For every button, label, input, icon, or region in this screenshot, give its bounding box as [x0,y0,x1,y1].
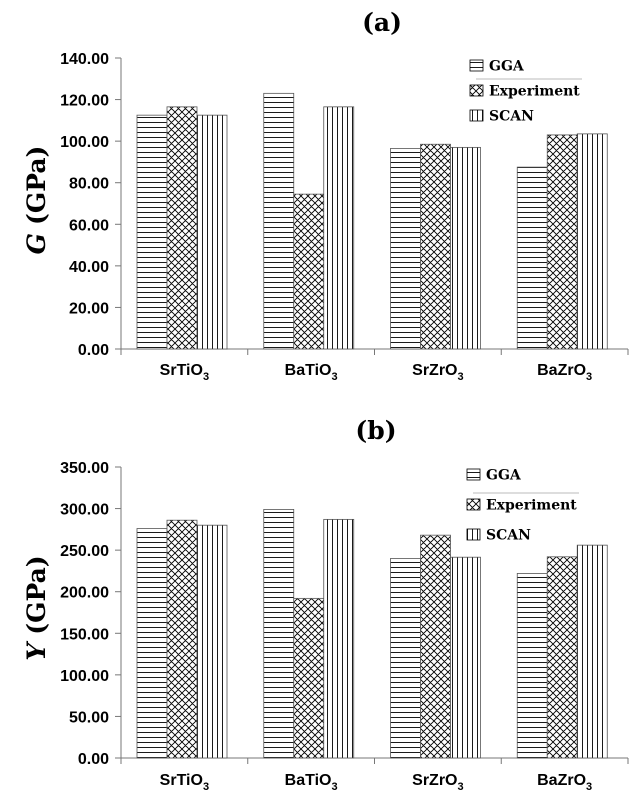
bar-gga-srzro3 [390,148,421,350]
chart-panel-a: (a) G (GPa) 0.00 20.00 40.00 60.00 80.00 100.00 1… [22,8,629,383]
legend-swatch-scan [469,109,484,122]
y-tick-label: 250.00 [60,543,109,560]
y-axis-symbol: G [22,233,51,254]
legend-swatch-experiment [469,84,484,97]
y-axis-unit: (GPa) [22,146,51,225]
x-tick-label: SrTiO3 [160,362,209,383]
x-tick-label-base: BaZrO [537,362,586,379]
legend-swatch-scan [466,528,481,541]
panel-label: (a) [362,8,402,37]
bar-gga-srtio3 [136,114,168,350]
legend-label-scan: SCAN [489,109,534,125]
bar-scan-srzro3 [450,556,481,759]
bar-experiment-srtio3 [166,519,198,759]
y-tick-label: 100.00 [60,668,109,685]
x-tick-label-base: SrTiO [160,362,203,379]
x-tick-label-base: SrZrO [412,362,457,379]
legend-label-experiment: Experiment [489,84,580,100]
x-tick-label-base: SrZrO [412,772,457,789]
bar-experiment-srtio3 [166,106,198,350]
chart-panel-b: (b) Y (GPa) 0.00 50.00 100.00 150.00 200.00 250.… [22,416,629,793]
legend-label-experiment: Experiment [486,498,577,514]
bar-gga-bazro3 [516,166,548,350]
legend-swatch-gga [469,59,484,72]
legend: GGA Experiment SCAN [466,468,579,544]
bar-scan-batio3 [323,106,355,350]
x-tick-label: SrTiO3 [160,772,209,793]
x-tick-label-subscript: 3 [586,781,592,793]
y-tick-label: 350.00 [60,460,109,477]
bar-experiment-bazro3 [546,134,578,350]
y-axis-unit: (GPa) [22,555,51,634]
x-tick-label-subscript: 3 [203,781,209,793]
y-tick-label: 0.00 [78,342,109,359]
x-tick-label-subscript: 3 [203,371,209,383]
legend-label-gga: GGA [489,59,525,75]
y-axis-label: G (GPa) [22,146,51,255]
x-tick-label-subscript: 3 [457,781,463,793]
bar-gga-srtio3 [136,528,168,759]
x-tick-label: SrZrO3 [412,362,463,383]
legend-swatch-gga [466,468,481,481]
bar-scan-srtio3 [196,114,228,350]
y-axis-label: Y (GPa) [22,555,51,660]
y-tick-label: 80.00 [69,176,109,193]
x-tick-label: BaZrO3 [537,772,592,793]
x-tick-label-subscript: 3 [457,371,463,383]
bar-gga-batio3 [263,92,295,350]
x-tick-label-base: BaZrO [537,772,586,789]
bar-experiment-batio3 [293,597,325,759]
x-tick-label-subscript: 3 [331,371,337,383]
x-tick-label: BaZrO3 [537,362,592,383]
bar-scan-bazro3 [576,133,608,350]
y-tick-label: 40.00 [69,259,109,276]
x-tick-label: BaTiO3 [285,362,338,383]
y-tick-label: 150.00 [60,626,109,643]
y-tick-label: 20.00 [69,300,109,317]
y-tick-label: 60.00 [69,217,109,234]
bar-gga-bazro3 [516,573,548,759]
legend-label-scan: SCAN [486,528,531,544]
y-tick-label: 0.00 [78,751,109,768]
bar-gga-srzro3 [390,558,421,759]
bar-scan-srzro3 [450,146,481,350]
y-axis-symbol: Y [22,641,51,661]
y-tick-label: 300.00 [60,502,109,519]
x-tick-label-subscript: 3 [586,371,592,383]
bar-experiment-srzro3 [420,534,451,759]
y-tick-label: 100.00 [60,134,109,151]
legend-swatch-experiment [466,498,481,511]
x-tick-label-base: SrTiO [160,772,203,789]
bar-experiment-batio3 [293,193,325,350]
bar-scan-batio3 [323,518,355,759]
y-tick-label: 50.00 [69,709,109,726]
panel-label: (b) [355,416,396,445]
legend-label-gga: GGA [486,468,522,484]
bar-gga-batio3 [263,509,295,759]
y-tick-label: 140.00 [60,51,109,68]
y-tick-label: 120.00 [60,93,109,110]
bar-experiment-srzro3 [420,143,451,350]
x-tick-label: SrZrO3 [412,772,463,793]
legend: GGA Experiment SCAN [469,59,582,125]
bar-scan-bazro3 [576,544,608,759]
x-tick-label: BaTiO3 [285,772,338,793]
bar-experiment-bazro3 [546,556,578,759]
y-tick-label: 200.00 [60,585,109,602]
x-tick-label-base: BaTiO [285,362,332,379]
bar-scan-srtio3 [196,524,228,759]
x-tick-label-subscript: 3 [331,781,337,793]
x-tick-label-base: BaTiO [285,772,332,789]
